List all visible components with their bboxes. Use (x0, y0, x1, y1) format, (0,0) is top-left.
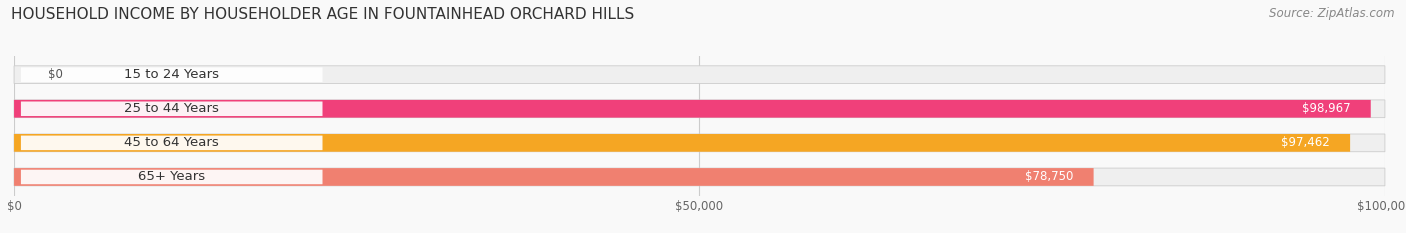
Text: $78,750: $78,750 (1025, 171, 1073, 183)
Text: 15 to 24 Years: 15 to 24 Years (124, 68, 219, 81)
Text: 65+ Years: 65+ Years (138, 171, 205, 183)
FancyBboxPatch shape (14, 168, 1385, 186)
Text: Source: ZipAtlas.com: Source: ZipAtlas.com (1270, 7, 1395, 20)
Text: $97,462: $97,462 (1281, 136, 1330, 149)
Text: 45 to 64 Years: 45 to 64 Years (124, 136, 219, 149)
FancyBboxPatch shape (14, 100, 1371, 118)
FancyBboxPatch shape (14, 66, 1385, 84)
Text: $0: $0 (48, 68, 63, 81)
Text: $98,967: $98,967 (1302, 102, 1350, 115)
FancyBboxPatch shape (21, 136, 322, 150)
Text: 25 to 44 Years: 25 to 44 Years (124, 102, 219, 115)
FancyBboxPatch shape (14, 134, 1350, 152)
FancyBboxPatch shape (21, 67, 322, 82)
FancyBboxPatch shape (21, 170, 322, 184)
FancyBboxPatch shape (14, 134, 1385, 152)
FancyBboxPatch shape (21, 102, 322, 116)
Text: HOUSEHOLD INCOME BY HOUSEHOLDER AGE IN FOUNTAINHEAD ORCHARD HILLS: HOUSEHOLD INCOME BY HOUSEHOLDER AGE IN F… (11, 7, 634, 22)
FancyBboxPatch shape (14, 168, 1094, 186)
FancyBboxPatch shape (14, 100, 1385, 118)
